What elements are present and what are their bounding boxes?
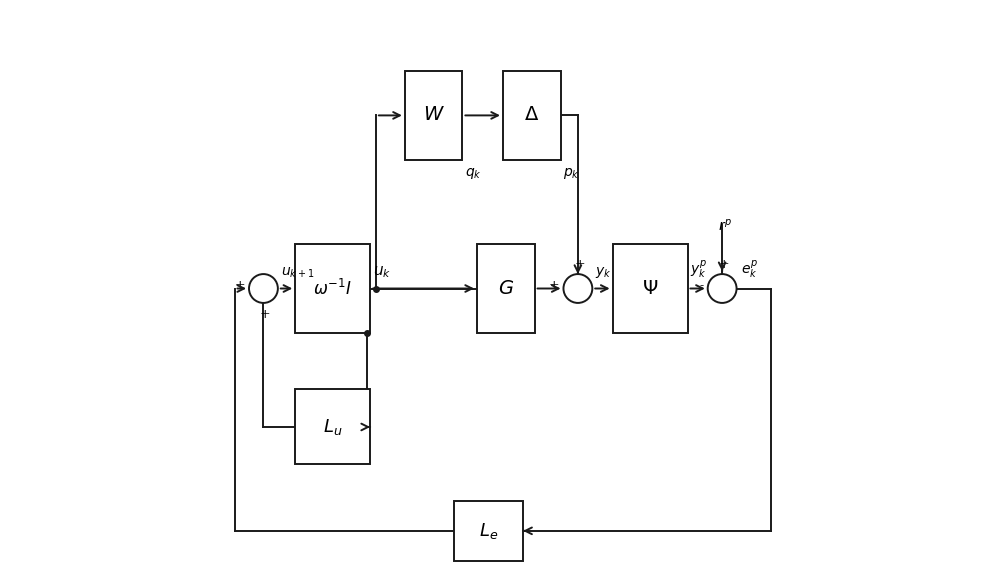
Text: $u_k$: $u_k$ (373, 264, 391, 280)
FancyBboxPatch shape (613, 243, 688, 334)
Text: +: + (574, 258, 585, 271)
FancyBboxPatch shape (295, 389, 370, 464)
FancyBboxPatch shape (405, 70, 462, 160)
Text: $q_k$: $q_k$ (465, 166, 482, 181)
Text: -: - (700, 279, 704, 292)
Text: +: + (234, 279, 245, 292)
Text: $r^p$: $r^p$ (718, 218, 732, 234)
Text: $L_e$: $L_e$ (479, 521, 498, 541)
Text: $\Psi$: $\Psi$ (642, 279, 658, 298)
Text: $y_k^p$: $y_k^p$ (690, 258, 707, 280)
Text: $u_{k+1}$: $u_{k+1}$ (281, 265, 314, 280)
Text: $p_k$: $p_k$ (563, 166, 580, 181)
Text: $y_k$: $y_k$ (595, 265, 612, 280)
Text: $W$: $W$ (423, 106, 445, 125)
Text: +: + (719, 258, 729, 271)
Text: $L_u$: $L_u$ (323, 417, 342, 437)
Text: $G$: $G$ (498, 279, 514, 298)
Text: $\omega^{-1}I$: $\omega^{-1}I$ (313, 279, 352, 298)
Text: $e_k^p$: $e_k^p$ (741, 258, 758, 280)
Text: $\Delta$: $\Delta$ (524, 106, 539, 125)
FancyBboxPatch shape (454, 500, 523, 561)
Circle shape (249, 274, 278, 303)
FancyBboxPatch shape (477, 243, 535, 334)
Circle shape (563, 274, 592, 303)
Text: +: + (549, 279, 559, 292)
Circle shape (708, 274, 737, 303)
Text: +: + (260, 308, 270, 321)
FancyBboxPatch shape (295, 243, 370, 334)
FancyBboxPatch shape (503, 70, 561, 160)
